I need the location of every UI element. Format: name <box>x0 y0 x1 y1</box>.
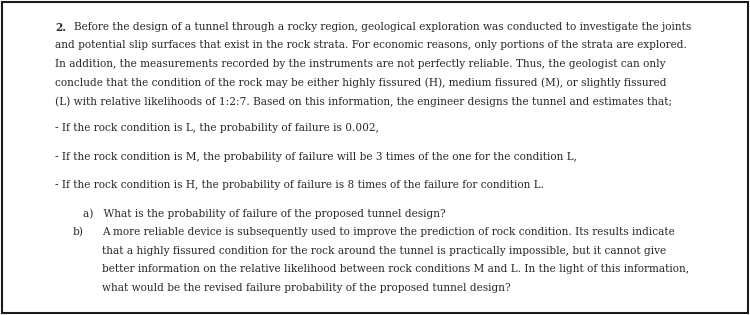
Text: - If the rock condition is M, the probability of failure will be 3 times of the : - If the rock condition is M, the probab… <box>55 152 577 162</box>
Text: better information on the relative likelihood between rock conditions M and L. I: better information on the relative likel… <box>102 264 689 274</box>
Text: 2.: 2. <box>55 22 66 33</box>
Text: what would be the revised failure probability of the proposed tunnel design?: what would be the revised failure probab… <box>102 283 511 293</box>
Text: (L) with relative likelihoods of 1:2:7. Based on this information, the engineer : (L) with relative likelihoods of 1:2:7. … <box>55 96 672 106</box>
Text: - If the rock condition is L, the probability of failure is 0.002,: - If the rock condition is L, the probab… <box>55 123 379 133</box>
Text: that a highly fissured condition for the rock around the tunnel is practically i: that a highly fissured condition for the… <box>102 246 666 256</box>
Text: b): b) <box>73 227 84 238</box>
Text: Before the design of a tunnel through a rocky region, geological exploration was: Before the design of a tunnel through a … <box>74 22 692 32</box>
Text: conclude that the condition of the rock may be either highly fissured (H), mediu: conclude that the condition of the rock … <box>55 77 667 88</box>
Text: - If the rock condition is H, the probability of failure is 8 times of the failu: - If the rock condition is H, the probab… <box>55 180 544 190</box>
Text: and potential slip surfaces that exist in the rock strata. For economic reasons,: and potential slip surfaces that exist i… <box>55 41 687 50</box>
Text: a)   What is the probability of failure of the proposed tunnel design?: a) What is the probability of failure of… <box>83 209 446 220</box>
Text: In addition, the measurements recorded by the instruments are not perfectly reli: In addition, the measurements recorded b… <box>55 59 665 69</box>
Text: A more reliable device is subsequently used to improve the prediction of rock co: A more reliable device is subsequently u… <box>102 227 675 237</box>
